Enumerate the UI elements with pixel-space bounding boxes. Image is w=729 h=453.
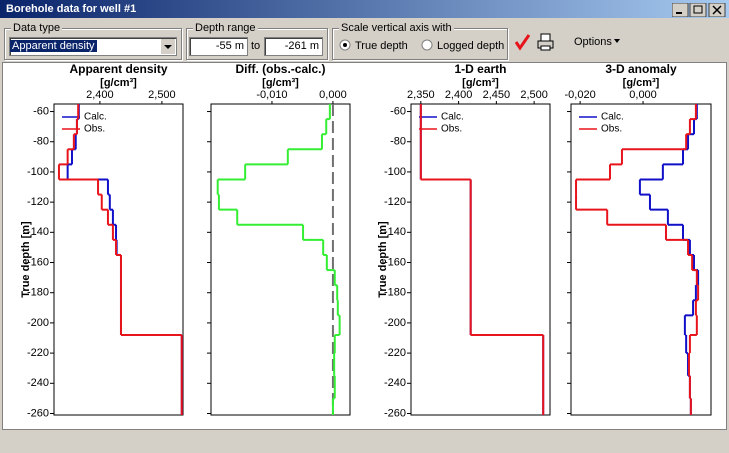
data-type-group: Data type Apparent density	[4, 22, 182, 60]
y-tick-label: -220	[27, 347, 49, 359]
apply-icon[interactable]	[514, 34, 531, 51]
y-tick-label: -80	[390, 136, 406, 148]
y-axis-label: True depth [m]	[377, 221, 389, 298]
chart-title: 1-D earth	[454, 63, 506, 76]
scale-group: Scale vertical axis with True depth Logge…	[332, 22, 508, 60]
y-tick-label: -220	[384, 347, 406, 359]
y-tick-label: -140	[27, 226, 49, 238]
legend-label: Calc.	[601, 112, 624, 123]
radio-option[interactable]: Logged depth	[421, 39, 504, 52]
y-tick-label: -60	[33, 105, 49, 117]
options-button[interactable]: Options	[574, 36, 622, 48]
unit-label: [g/cm³]	[623, 77, 660, 89]
depth-to-input[interactable]: -261 m	[264, 37, 323, 56]
button-text: Options	[574, 36, 612, 48]
unit-label: [g/cm³]	[462, 77, 499, 89]
depth-range-group: Depth range -55 m to -261 m	[186, 22, 328, 60]
title-bar: Borehole data for well #1	[0, 0, 729, 18]
x-tick-label: -0,010	[256, 89, 287, 101]
plot-frame	[53, 103, 184, 416]
y-tick-label: -180	[384, 287, 406, 299]
y-tick-label: -260	[27, 407, 49, 419]
y-tick-label: -240	[27, 377, 49, 389]
maximize-button[interactable]	[689, 3, 707, 17]
input-text: -261 m	[284, 40, 319, 52]
y-tick-label: -80	[33, 136, 49, 148]
x-tick-label: 2,500	[148, 89, 176, 101]
y-tick-label: -120	[27, 196, 49, 208]
x-tick-label: 0,000	[319, 89, 347, 101]
y-tick-label: -160	[384, 256, 406, 268]
group-label: Depth range	[193, 22, 258, 34]
x-tick-label: 2,400	[86, 89, 114, 101]
chart-title: 3-D anomaly	[605, 63, 677, 76]
to-label: to	[251, 40, 261, 52]
y-tick-label: -260	[384, 407, 406, 419]
toolbar-icons	[514, 33, 554, 51]
y-tick-label: -140	[384, 226, 406, 238]
x-tick-label: 2,350	[407, 89, 435, 101]
legend-label: Calc.	[441, 112, 464, 123]
y-axis-label: True depth [m]	[20, 221, 32, 298]
y-tick-label: -180	[27, 287, 49, 299]
y-tick-label: -120	[384, 196, 406, 208]
legend-label: Obs.	[601, 124, 622, 135]
y-tick-label: -60	[390, 105, 406, 117]
dropdown-arrow[interactable]	[161, 39, 175, 54]
chart-title: Diff. (obs.-calc.)	[235, 63, 325, 76]
x-tick-label: 2,500	[520, 89, 548, 101]
radio-option[interactable]: True depth	[339, 39, 408, 52]
legend-label: Obs.	[84, 124, 105, 135]
x-tick-label: 0,000	[629, 89, 657, 101]
radio-label: Logged depth	[437, 40, 505, 52]
plot-frame	[570, 103, 712, 416]
radio-label: True depth	[355, 40, 408, 52]
plot-area: Apparent density [g/cm³] 2,400 2,500 -60 -80-…	[2, 62, 727, 430]
charts: Apparent density[g/cm³]2,400 2,500-60-80-…	[20, 62, 712, 419]
input-text: -55 m	[215, 40, 244, 52]
legend-label: Calc.	[84, 112, 107, 123]
x-tick-label: 2,450	[483, 89, 511, 101]
unit-label: [g/cm³]	[100, 77, 137, 89]
depth-from-input[interactable]: -55 m	[189, 37, 248, 56]
window-buttons[interactable]	[672, 3, 726, 17]
legend-label: Obs.	[441, 124, 462, 135]
window-title: Borehole data for well #1	[6, 3, 137, 15]
plot-frame	[410, 103, 551, 416]
y-tick-label: -100	[384, 166, 406, 178]
x-tick-label: 2,400	[445, 89, 473, 101]
y-tick-label: -240	[384, 377, 406, 389]
minimize-button[interactable]	[672, 3, 689, 17]
chart-title: Apparent density	[69, 63, 167, 76]
y-tick-label: -100	[27, 166, 49, 178]
group-label: Scale vertical axis with	[339, 22, 454, 34]
unit-label: [g/cm³]	[262, 77, 299, 89]
x-tick-label: -0,020	[565, 89, 596, 101]
selected-option: Apparent density	[10, 40, 97, 52]
data-type-select[interactable]: Apparent density	[9, 37, 177, 56]
y-tick-label: -200	[384, 317, 406, 329]
plot-frame	[210, 103, 351, 416]
y-tick-label: -200	[27, 317, 49, 329]
group-label: Data type	[11, 22, 63, 34]
y-tick-label: -160	[27, 256, 49, 268]
print-icon[interactable]	[537, 33, 554, 51]
